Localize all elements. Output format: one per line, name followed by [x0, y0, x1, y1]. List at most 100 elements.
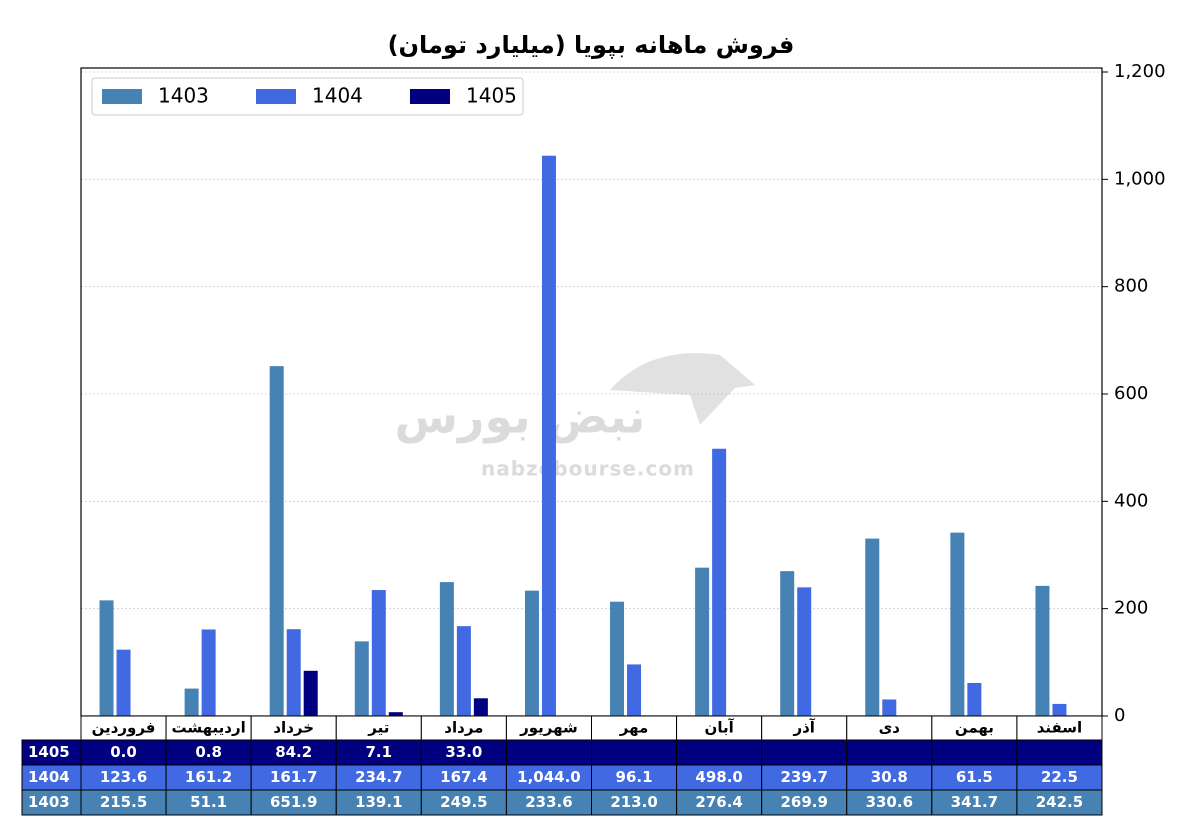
table-cell [931, 739, 1018, 766]
table-cell [761, 764, 848, 791]
table-value: 234.7 [355, 768, 402, 786]
table-value: 0.8 [195, 743, 222, 761]
legend-swatch [256, 89, 296, 104]
table-cell [505, 789, 592, 816]
table-value: 215.5 [100, 793, 147, 811]
table-cell [846, 739, 933, 766]
table-value: 84.2 [275, 743, 312, 761]
x-tick-label: خرداد [273, 719, 314, 737]
table-value: 1,044.0 [517, 768, 581, 786]
table-value: 96.1 [616, 768, 653, 786]
table-cell [420, 764, 507, 791]
table-cell [591, 739, 678, 766]
bar [456, 626, 471, 716]
y-tick-label: 1,000 [1114, 168, 1166, 189]
legend-box [91, 77, 524, 116]
table-value: 269.9 [780, 793, 827, 811]
bar [354, 641, 369, 716]
table-cell [505, 739, 592, 766]
bar [439, 582, 454, 716]
y-tick-label: 800 [1114, 276, 1148, 297]
bar [712, 448, 727, 716]
x-tick-label: اردیبهشت [171, 719, 245, 737]
table-cell [80, 789, 167, 816]
table-cell [505, 764, 592, 791]
bar [116, 649, 131, 716]
y-tick-label: 0 [1114, 705, 1125, 726]
table-value: 239.7 [780, 768, 827, 786]
table-cell [931, 764, 1018, 791]
table-value: 123.6 [100, 768, 147, 786]
watermark-logo: نبض بورس [395, 390, 646, 444]
x-tick-label: اسفند [1037, 719, 1082, 737]
bar [882, 699, 897, 716]
x-tick-label: آذر [792, 719, 815, 737]
bar [184, 688, 199, 716]
legend-label: 1404 [312, 84, 363, 108]
table-value: 22.5 [1041, 768, 1078, 786]
table-header-cell [1016, 715, 1103, 741]
table-value: 0.0 [110, 743, 137, 761]
bar [610, 601, 625, 716]
legend-swatch [410, 89, 450, 104]
bar [1035, 585, 1050, 716]
table-value: 276.4 [695, 793, 742, 811]
x-tick-label: مرداد [444, 719, 483, 737]
table-cell [591, 764, 678, 791]
bar [371, 590, 386, 716]
table-row-label-cell [21, 789, 82, 816]
table-value: 61.5 [956, 768, 993, 786]
bar [797, 587, 812, 716]
x-tick-label: مهر [619, 719, 649, 737]
x-tick-label: آبان [705, 719, 735, 737]
watermark-url: nabzebourse.com [481, 457, 695, 481]
table-value: 30.8 [871, 768, 908, 786]
table-cell [250, 764, 337, 791]
bar [695, 567, 710, 716]
table-cell [250, 739, 337, 766]
bar [388, 712, 403, 716]
bar [541, 155, 556, 717]
legend-label: 1405 [466, 84, 517, 108]
table-row-label: 1405 [28, 743, 70, 761]
table-cell [335, 789, 422, 816]
table-header-cell [676, 715, 763, 741]
x-tick-label: شهریور [519, 719, 578, 737]
bar [950, 532, 965, 716]
watermark-bull [610, 353, 755, 425]
bar [865, 538, 880, 716]
table-cell [1016, 764, 1103, 791]
table-value: 167.4 [440, 768, 487, 786]
y-tick-label: 600 [1114, 383, 1148, 404]
table-cell [676, 739, 763, 766]
table-value: 33.0 [445, 743, 482, 761]
table-header-cell [761, 715, 848, 741]
bar [303, 670, 318, 716]
table-cell [335, 739, 422, 766]
table-row-label: 1403 [28, 793, 70, 811]
table-cell [676, 764, 763, 791]
table-header-cell [591, 715, 678, 741]
bar [524, 590, 539, 716]
watermark: نبض بورس nabzebourse.com [395, 353, 755, 481]
table-value: 498.0 [695, 768, 742, 786]
y-tick-label: 200 [1114, 598, 1148, 619]
table-row-label-cell [21, 739, 82, 766]
bar [967, 682, 982, 716]
table-cell [250, 789, 337, 816]
chart-title: فروش ماهانه بپویا (میلیارد تومان) [388, 31, 795, 59]
table-value: 51.1 [190, 793, 227, 811]
x-tick-label: تیر [367, 719, 389, 737]
table-cell [1016, 739, 1103, 766]
legend-swatch [102, 89, 142, 104]
table-cell [1016, 789, 1103, 816]
table-value: 233.6 [525, 793, 572, 811]
x-tick-label: دی [879, 719, 901, 737]
y-tick-label: 400 [1114, 490, 1148, 511]
bar [286, 629, 301, 716]
bar [269, 366, 284, 716]
table-value: 249.5 [440, 793, 487, 811]
bar [473, 698, 488, 716]
table-row-label: 1404 [28, 768, 70, 786]
